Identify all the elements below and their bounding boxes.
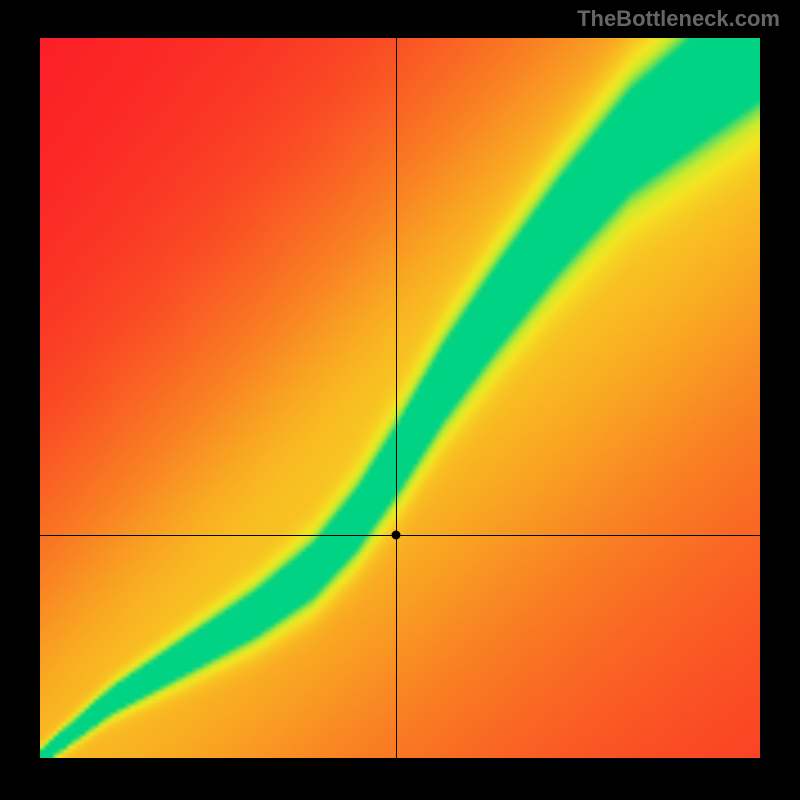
plot-area: [40, 38, 760, 758]
selected-point-marker: [392, 530, 401, 539]
bottleneck-heatmap: [40, 38, 760, 758]
crosshair-vertical: [396, 38, 397, 758]
watermark-text: TheBottleneck.com: [577, 6, 780, 32]
